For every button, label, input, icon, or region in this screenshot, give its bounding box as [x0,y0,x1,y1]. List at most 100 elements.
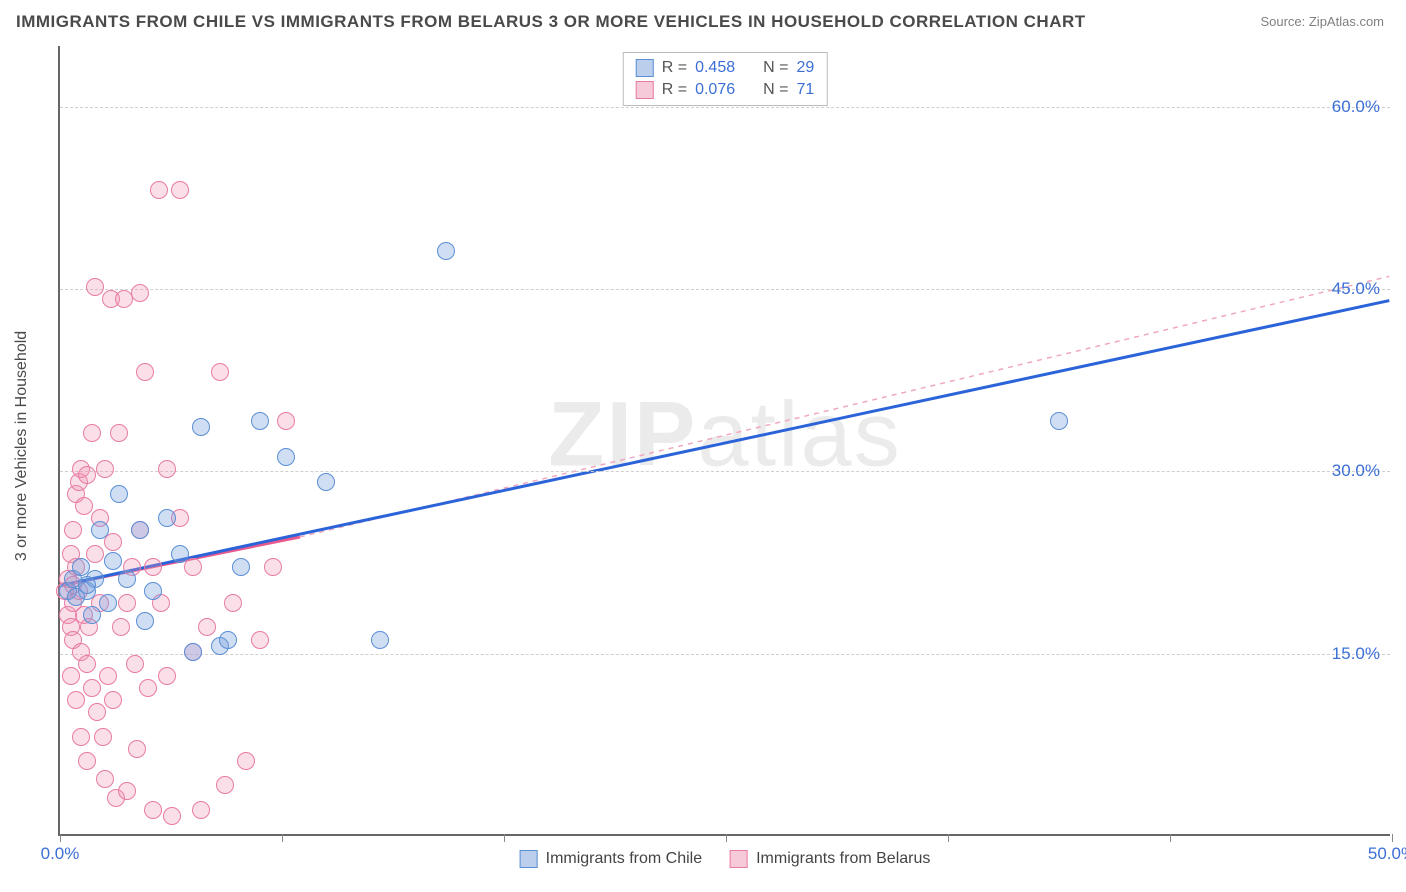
y-tick-label: 60.0% [1332,97,1380,117]
data-point [131,521,149,539]
data-point [72,728,90,746]
legend-series-label: Immigrants from Chile [546,850,702,868]
data-point [62,667,80,685]
legend-swatch [520,850,538,868]
data-point [163,807,181,825]
data-point [104,691,122,709]
legend-series-label: Immigrants from Belarus [756,850,930,868]
data-point [144,558,162,576]
data-point [184,643,202,661]
data-point [64,521,82,539]
data-point [110,485,128,503]
data-point [171,545,189,563]
y-tick-label: 15.0% [1332,644,1380,664]
data-point [128,740,146,758]
legend-stat-row: R = 0.076 N = 71 [632,79,819,101]
legend-series-item: Immigrants from Chile [520,850,702,868]
legend-r-value: 0.076 [695,81,735,99]
plot-area: ZIPatlas R = 0.458 N = 29 R = 0.076 N = … [58,46,1390,836]
x-tick-mark [1170,834,1171,842]
gridline-h [60,107,1390,108]
data-point [78,752,96,770]
legend-stat-row: R = 0.458 N = 29 [632,57,819,79]
data-point [264,558,282,576]
data-point [78,576,96,594]
x-tick-mark [948,834,949,842]
data-point [171,181,189,199]
legend-n-label: N = [763,81,788,99]
data-point [83,606,101,624]
y-tick-label: 45.0% [1332,279,1380,299]
data-point [104,533,122,551]
data-point [224,594,242,612]
y-tick-label: 30.0% [1332,461,1380,481]
data-point [211,363,229,381]
data-point [99,667,117,685]
x-tick-mark [1392,834,1393,842]
data-point [91,521,109,539]
data-point [158,509,176,527]
legend-n-value: 71 [796,81,814,99]
data-point [110,424,128,442]
x-tick-mark [60,834,61,842]
data-point [150,181,168,199]
data-point [237,752,255,770]
data-point [317,473,335,491]
data-point [136,612,154,630]
data-point [112,618,130,636]
data-point [99,594,117,612]
legend-stats: R = 0.458 N = 29 R = 0.076 N = 71 [623,52,828,106]
data-point [118,594,136,612]
data-point [96,770,114,788]
data-point [158,460,176,478]
data-point [144,801,162,819]
legend-swatch [636,81,654,99]
y-axis-label: 3 or more Vehicles in Household [13,331,31,561]
legend-series-item: Immigrants from Belarus [730,850,930,868]
data-point [198,618,216,636]
chart-title: IMMIGRANTS FROM CHILE VS IMMIGRANTS FROM… [16,12,1086,32]
data-point [86,278,104,296]
chart-container: IMMIGRANTS FROM CHILE VS IMMIGRANTS FROM… [0,0,1406,892]
legend-r-value: 0.458 [695,59,735,77]
legend-n-label: N = [763,59,788,77]
data-point [277,412,295,430]
data-point [251,631,269,649]
data-point [192,801,210,819]
data-point [131,284,149,302]
data-point [78,466,96,484]
data-point [126,655,144,673]
trend-lines [60,46,1390,834]
legend-swatch [730,850,748,868]
data-point [118,570,136,588]
data-point [88,703,106,721]
data-point [1050,412,1068,430]
legend-r-label: R = [662,81,687,99]
x-tick-label: 0.0% [41,844,80,864]
data-point [232,558,250,576]
data-point [158,667,176,685]
data-point [192,418,210,436]
data-point [75,497,93,515]
x-tick-mark [504,834,505,842]
data-point [251,412,269,430]
gridline-h [60,471,1390,472]
data-point [371,631,389,649]
gridline-h [60,654,1390,655]
x-tick-mark [726,834,727,842]
data-point [118,782,136,800]
data-point [78,655,96,673]
legend-n-value: 29 [796,59,814,77]
data-point [94,728,112,746]
gridline-h [60,289,1390,290]
data-point [437,242,455,260]
data-point [83,679,101,697]
data-point [83,424,101,442]
data-point [96,460,114,478]
data-point [136,363,154,381]
data-point [219,631,237,649]
x-tick-mark [282,834,283,842]
data-point [139,679,157,697]
legend-series: Immigrants from Chile Immigrants from Be… [520,850,931,868]
x-tick-label: 50.0% [1368,844,1406,864]
